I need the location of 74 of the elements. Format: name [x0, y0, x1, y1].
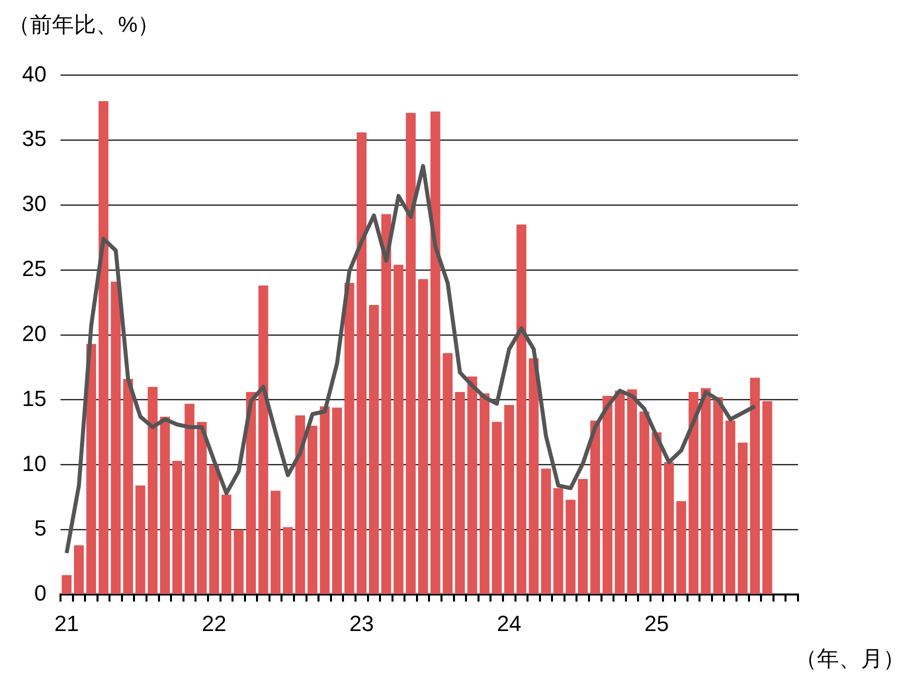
- bar: [652, 432, 662, 594]
- bar: [234, 530, 244, 594]
- x-axis-title: （年、月）: [795, 645, 905, 673]
- bar: [110, 282, 121, 594]
- bar: [566, 500, 576, 594]
- bar: [394, 264, 404, 594]
- bar: [184, 404, 194, 594]
- bar: [504, 405, 514, 594]
- bar: [258, 286, 268, 594]
- bar: [688, 392, 698, 594]
- bar: [516, 224, 526, 594]
- y-tick-label: 5: [34, 516, 46, 541]
- bar: [418, 279, 428, 594]
- bar: [455, 392, 465, 594]
- bar: [750, 378, 760, 594]
- bar: [246, 392, 256, 594]
- bar: [74, 545, 84, 594]
- bar: [172, 460, 182, 594]
- bar: [528, 358, 539, 594]
- bar: [62, 575, 72, 594]
- bar: [209, 464, 220, 594]
- bar: [467, 376, 478, 594]
- bar: [442, 353, 453, 594]
- bar: [381, 214, 392, 594]
- bar: [602, 396, 612, 594]
- bar: [430, 112, 440, 594]
- x-tick-label: 21: [54, 610, 79, 636]
- bar: [578, 479, 588, 594]
- y-tick-label: 35: [22, 126, 46, 152]
- x-tick-label: 25: [644, 610, 669, 636]
- bar: [344, 282, 354, 594]
- bar: [135, 486, 146, 594]
- bar: [738, 442, 748, 594]
- bar: [725, 420, 736, 594]
- bar: [332, 408, 342, 594]
- y-tick-label: 40: [22, 61, 46, 86]
- x-tick-label: 24: [496, 610, 522, 636]
- bar: [700, 388, 711, 594]
- bar: [356, 132, 367, 594]
- bar: [148, 386, 158, 594]
- x-tick-label: 22: [202, 610, 226, 636]
- y-tick-label: 15: [22, 386, 46, 411]
- y-axis-title: （前年比、%）: [8, 11, 160, 39]
- bar: [308, 426, 318, 594]
- y-tick-label: 10: [22, 450, 46, 476]
- y-tick-label: 25: [22, 256, 46, 282]
- bar: [160, 416, 170, 594]
- bar: [553, 488, 564, 594]
- y-tick-label: 20: [22, 320, 46, 346]
- y-tick-label: 30: [22, 191, 46, 216]
- bar: [492, 422, 502, 594]
- y-tick-label: 0: [34, 580, 46, 606]
- bar: [762, 401, 772, 594]
- bar: [222, 494, 232, 594]
- bar: [295, 415, 306, 594]
- bar: [123, 379, 133, 594]
- bar: [98, 101, 108, 594]
- bar: [369, 305, 379, 594]
- bar: [676, 501, 686, 594]
- bar: [196, 422, 207, 594]
- bar: [590, 420, 600, 594]
- bar: [406, 112, 416, 594]
- bar: [639, 412, 650, 594]
- bar: [541, 468, 551, 594]
- bar: [480, 393, 490, 594]
- bar: [713, 397, 724, 594]
- x-tick-label: 23: [349, 610, 374, 636]
- bar: [320, 406, 330, 594]
- bar: [614, 390, 625, 594]
- bar: [270, 490, 280, 594]
- bar: [86, 344, 96, 594]
- bar: [627, 389, 637, 594]
- bar: [664, 462, 674, 594]
- bar: [282, 527, 293, 594]
